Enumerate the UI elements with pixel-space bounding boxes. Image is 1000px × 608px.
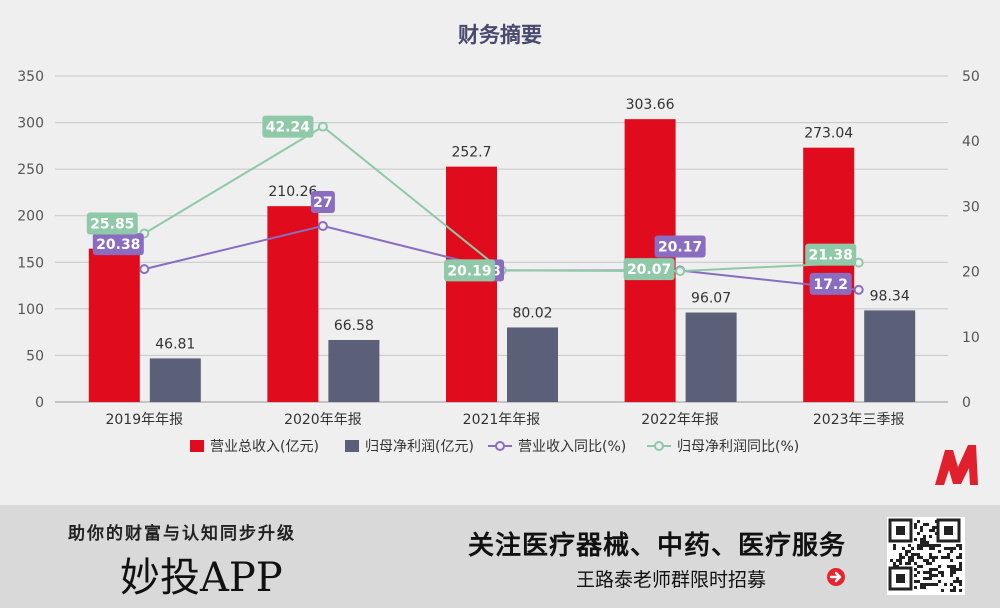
line-label-box xyxy=(92,233,144,256)
bar-data-label: 46.81 xyxy=(155,336,195,352)
legend-label: 归母净利润(亿元) xyxy=(365,438,474,455)
bar-data-label: 210.26 xyxy=(268,184,317,200)
bar-data-label: 252.7 xyxy=(451,145,491,161)
line-data-label: 20.38 xyxy=(96,237,140,253)
legend-swatch xyxy=(345,440,359,452)
bar-data-label: 273.04 xyxy=(804,126,853,142)
chart-title: 财务摘要 xyxy=(458,23,542,47)
chart-svg: 财务摘要 0 50 100 150 200 250 300 350 0 10 20 30 40 50 2019… xyxy=(17,23,980,485)
line-label-box xyxy=(805,243,857,266)
line-point xyxy=(139,264,150,275)
y-right-tick-label: 30 xyxy=(962,199,980,215)
arrow-right-icon[interactable] xyxy=(826,567,846,587)
legend-marker xyxy=(495,441,505,451)
line-data-label: 21.38 xyxy=(809,248,853,264)
line-data-label: 42.24 xyxy=(266,120,311,136)
app-name: 妙投APP xyxy=(120,555,283,601)
line-data-label: 25.85 xyxy=(90,216,134,232)
line-label-box xyxy=(444,259,495,282)
y-right-tick-label: 50 xyxy=(962,69,980,85)
line-point xyxy=(317,121,328,132)
bar xyxy=(328,339,380,402)
recruit-text[interactable]: 王路泰老师群限时招募 xyxy=(576,569,767,591)
y-right-tick-label: 20 xyxy=(962,265,980,281)
y-left-tick-label: 50 xyxy=(26,348,44,364)
bar xyxy=(446,166,497,402)
line-label-box xyxy=(310,190,335,213)
bar-data-label: 66.58 xyxy=(334,318,374,334)
y-left-tick-label: 0 xyxy=(35,395,44,411)
x-tick-label: 2022年年报 xyxy=(641,412,719,428)
bar-data-label: 80.02 xyxy=(512,305,552,321)
y-left-tick-label: 250 xyxy=(17,162,44,178)
bar xyxy=(864,310,916,402)
line-label-box xyxy=(623,258,675,281)
y-right-tick-label: 10 xyxy=(962,330,980,346)
line-point xyxy=(675,266,686,277)
x-tick-label: 2021年年报 xyxy=(463,412,541,428)
line-label-box xyxy=(809,272,852,295)
legend-swatch xyxy=(190,440,204,452)
bar xyxy=(149,358,201,402)
y-right-tick-label: 40 xyxy=(962,134,980,150)
y-left-tick-label: 100 xyxy=(17,302,44,318)
qr-code[interactable] xyxy=(887,517,965,595)
brand-logo-icon xyxy=(935,445,978,485)
bar-data-label: 96.07 xyxy=(691,291,731,307)
slogan: 助你的财富与认知同步升级 xyxy=(68,524,296,544)
bar xyxy=(267,206,319,402)
line-label-box xyxy=(654,235,706,258)
bar xyxy=(685,312,737,402)
y-left-tick-label: 150 xyxy=(17,255,44,271)
brand-logo-shape xyxy=(935,445,978,485)
headline: 关注医疗器械、中药、医疗服务 xyxy=(468,531,847,561)
promo-banner: 助你的财富与认知同步升级 妙投APP 关注医疗器械、中药、医疗服务 王路泰老师群… xyxy=(0,505,1000,608)
line-label-box xyxy=(86,212,138,235)
line-data-label: 20.19 xyxy=(447,263,491,279)
legend-label: 归母净利润同比(%) xyxy=(677,438,799,455)
x-tick-label: 2020年年报 xyxy=(284,412,362,428)
line-data-label: 20.07 xyxy=(627,262,671,278)
line-point xyxy=(317,220,328,231)
chart-area: 财务摘要 0 50 100 150 200 250 300 350 0 10 20 30 40 50 2019… xyxy=(17,23,980,485)
y-left-tick-label: 300 xyxy=(17,116,44,132)
line-point xyxy=(853,284,864,295)
line-label-box xyxy=(262,115,314,138)
x-tick-label: 2019年年报 xyxy=(105,412,183,428)
y-left-tick-label: 350 xyxy=(17,69,44,85)
legend-label: 营业收入同比(%) xyxy=(518,439,626,455)
bar-data-label: 98.34 xyxy=(870,288,910,304)
y-right-tick-label: 0 xyxy=(962,395,971,411)
legend-label: 营业总收入(亿元) xyxy=(210,439,319,455)
line-data-label: 17.2 xyxy=(813,277,848,293)
x-tick-label: 2023年三季报 xyxy=(813,412,905,428)
y-left-tick-label: 200 xyxy=(17,209,44,225)
bar-data-label: 303.66 xyxy=(626,97,675,113)
bar xyxy=(507,327,558,402)
line-data-label: 20.17 xyxy=(658,239,702,255)
series-line xyxy=(143,125,859,273)
bar xyxy=(88,248,140,402)
line-data-label: 27 xyxy=(313,195,332,211)
legend-marker xyxy=(654,441,664,451)
